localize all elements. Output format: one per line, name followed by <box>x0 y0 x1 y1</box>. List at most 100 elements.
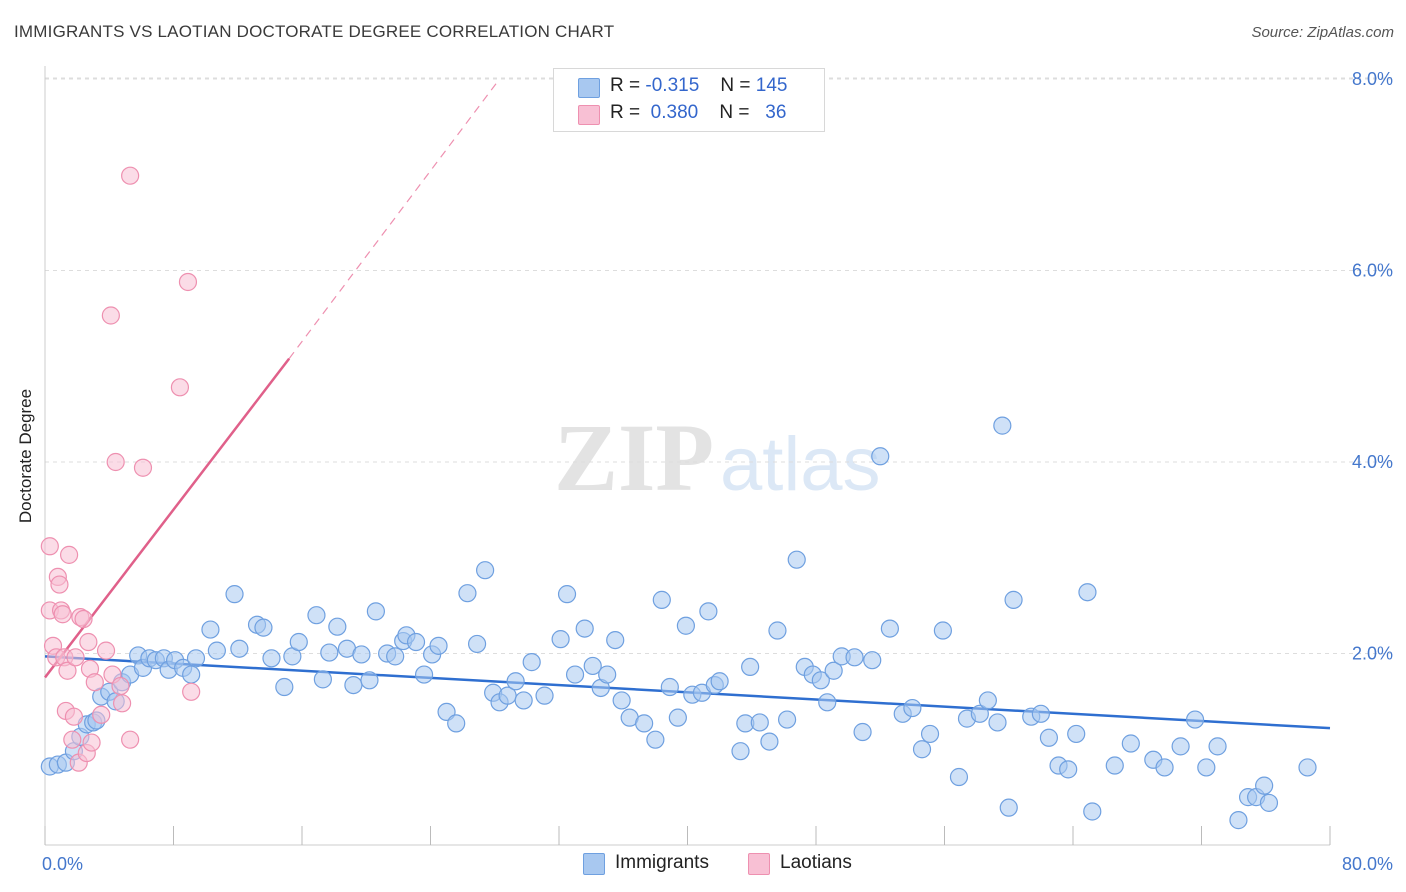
series-legend: Immigrants Laotians <box>0 851 1406 879</box>
point-immigrants <box>598 665 617 684</box>
point-laotians <box>50 575 69 594</box>
point-immigrants <box>646 730 665 749</box>
point-immigrants <box>406 632 426 652</box>
point-immigrants <box>787 550 806 569</box>
point-immigrants <box>824 661 843 680</box>
legend-text-laotians: R = 0.380 N = 36 <box>610 102 786 124</box>
point-immigrants <box>811 671 830 690</box>
point-immigrants <box>320 643 339 662</box>
point-immigrants <box>583 656 602 676</box>
legend-n-value: 145 <box>755 75 788 96</box>
point-laotians <box>111 676 130 696</box>
point-laotians <box>92 705 111 724</box>
point-immigrants <box>182 665 201 684</box>
point-immigrants <box>360 671 379 690</box>
point-immigrants <box>710 672 729 691</box>
point-laotians <box>121 730 140 749</box>
point-immigrants <box>1121 734 1140 753</box>
legend-n-value: 36 <box>765 102 787 123</box>
trendline-extension-laotians <box>288 78 501 359</box>
point-immigrants <box>344 675 363 695</box>
point-laotians <box>106 452 125 472</box>
tick-labels: 2.0% 4.0% 6.0% 8.0% 0.0% 80.0% <box>42 69 1393 874</box>
point-laotians <box>178 272 198 292</box>
point-immigrants <box>207 641 226 660</box>
point-immigrants <box>993 416 1012 435</box>
x-tick-label: 0.0% <box>42 854 83 874</box>
point-immigrants <box>1004 590 1023 609</box>
y-tick-label: 8.0% <box>1352 69 1393 89</box>
point-immigrants <box>506 672 525 691</box>
point-immigrants <box>1039 728 1059 747</box>
point-immigrants <box>414 665 434 684</box>
point-immigrants <box>522 653 541 672</box>
point-immigrants <box>1255 776 1274 795</box>
point-immigrants <box>845 648 864 667</box>
series-label-immigrants: Immigrants <box>615 852 709 873</box>
point-immigrants <box>606 630 625 650</box>
point-immigrants <box>1031 704 1050 723</box>
point-laotians <box>182 682 201 701</box>
point-immigrants <box>660 677 679 697</box>
point-immigrants <box>254 618 273 637</box>
point-laotians <box>63 730 82 749</box>
point-laotians <box>121 166 140 185</box>
legend-r-value: 0.380 <box>650 102 699 123</box>
point-immigrants <box>328 617 347 636</box>
point-immigrants <box>635 714 654 733</box>
series-swatch-immigrants <box>583 853 605 875</box>
point-immigrants <box>731 742 750 761</box>
point-immigrants <box>1298 758 1317 777</box>
point-immigrants <box>262 649 281 668</box>
point-immigrants <box>612 691 631 710</box>
point-immigrants <box>1078 583 1097 602</box>
chart-title: IMMIGRANTS VS LAOTIAN DOCTORATE DEGREE C… <box>14 22 615 41</box>
point-immigrants <box>289 632 308 652</box>
zipatlas-watermark: ZIP atlas <box>554 404 881 511</box>
point-immigrants <box>1208 737 1227 756</box>
point-immigrants <box>307 606 326 625</box>
point-laotians <box>85 673 104 692</box>
legend-n-label: N = <box>719 102 750 123</box>
point-immigrants <box>933 621 952 640</box>
point-laotians <box>53 605 72 624</box>
point-immigrants <box>575 619 594 638</box>
point-immigrants <box>760 732 779 751</box>
point-immigrants <box>366 602 385 621</box>
legend-r-label: R = <box>610 102 641 123</box>
point-laotians <box>40 537 59 556</box>
point-immigrants <box>1229 811 1248 830</box>
point-immigrants <box>230 639 249 658</box>
point-immigrants <box>978 691 997 710</box>
point-immigrants <box>313 670 332 689</box>
legend-n-label: N = <box>720 75 751 96</box>
point-immigrants <box>551 630 570 649</box>
point-immigrants <box>535 686 554 705</box>
point-immigrants <box>1171 737 1190 756</box>
gridlines <box>45 77 1392 654</box>
point-immigrants <box>275 677 294 697</box>
watermark-zip: ZIP <box>554 404 714 511</box>
point-laotians <box>58 661 77 680</box>
legend-text-immigrants: R = -0.315 N = 145 <box>610 75 787 97</box>
point-immigrants <box>467 634 487 654</box>
watermark-atlas: atlas <box>720 422 881 507</box>
point-immigrants <box>429 636 448 655</box>
y-tick-label: 2.0% <box>1352 644 1393 664</box>
point-laotians <box>96 641 116 660</box>
point-immigrants <box>1259 793 1279 812</box>
point-immigrants <box>557 585 577 604</box>
point-laotians <box>74 609 93 629</box>
point-immigrants <box>1185 710 1205 729</box>
point-immigrants <box>999 798 1018 817</box>
point-immigrants <box>1105 756 1124 775</box>
stats-legend: R = -0.315 N = 145 R = 0.380 N = 36 <box>553 68 825 132</box>
point-immigrants <box>225 585 244 604</box>
point-laotians <box>101 306 120 325</box>
x-tick-label: 80.0% <box>1342 854 1393 874</box>
point-immigrants <box>1059 760 1078 779</box>
y-tick-label: 6.0% <box>1352 261 1393 281</box>
point-laotians <box>82 733 101 752</box>
legend-swatch-immigrants <box>578 78 600 98</box>
